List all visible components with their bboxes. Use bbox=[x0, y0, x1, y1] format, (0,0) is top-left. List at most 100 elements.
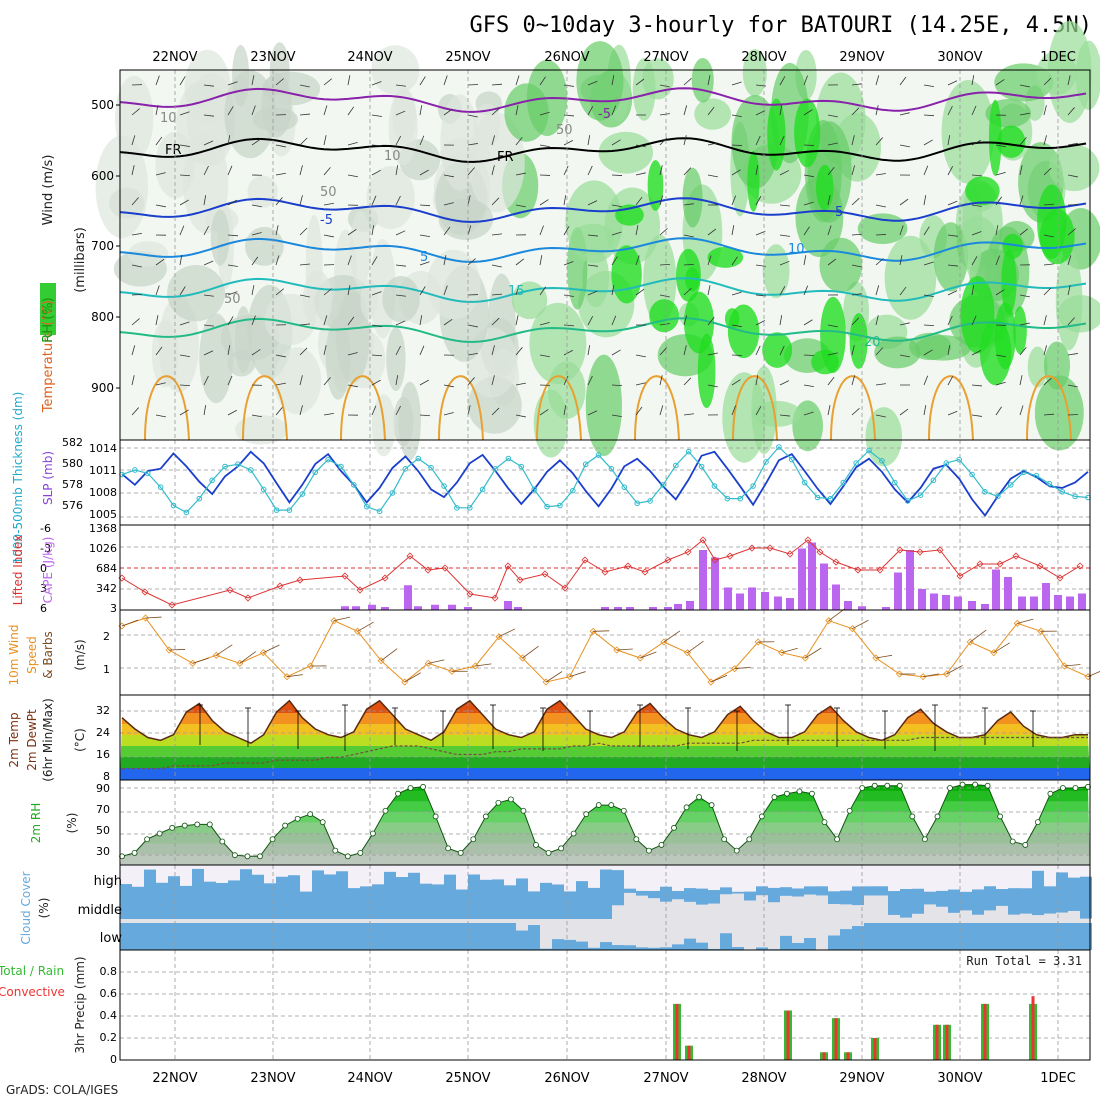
cape-bar bbox=[761, 592, 769, 610]
wind-speed-marker bbox=[895, 670, 904, 678]
temp-contour bbox=[119, 237, 1087, 263]
cloud-mid-bar bbox=[900, 892, 912, 918]
wind-barb bbox=[731, 225, 735, 236]
cloud-mid-bar bbox=[1008, 892, 1020, 915]
wind-barb bbox=[851, 83, 862, 86]
cloud-low-bar bbox=[540, 948, 552, 950]
wind-barb bbox=[707, 255, 712, 266]
rh-marker bbox=[1022, 842, 1029, 848]
cloud-low-bar bbox=[228, 923, 240, 950]
wind-barb bbox=[875, 347, 884, 356]
wind-barb bbox=[971, 414, 982, 417]
wind-barb bbox=[635, 172, 646, 176]
wind-barb bbox=[851, 107, 860, 116]
wind-speed-marker bbox=[1013, 619, 1021, 627]
wind-barb bbox=[923, 195, 927, 206]
wind-barb bbox=[395, 84, 406, 87]
cloud-low-bar bbox=[756, 947, 768, 950]
cloud-high-bar bbox=[288, 875, 300, 892]
wind-barb bbox=[707, 285, 711, 296]
wind-barb bbox=[659, 165, 663, 176]
cloud-mid-bar bbox=[876, 892, 888, 896]
wind-barb bbox=[323, 412, 334, 416]
wind-barb bbox=[299, 227, 308, 236]
contour-label: 10 bbox=[384, 149, 401, 164]
cloud-high-bar bbox=[492, 879, 504, 892]
cloud-label: Cloud Cover bbox=[19, 871, 33, 944]
cape-tick: 1026 bbox=[89, 542, 117, 555]
temp-contour-warm bbox=[242, 375, 288, 441]
thickness-marker bbox=[260, 486, 267, 493]
pressure-tick-label: 900 bbox=[91, 381, 114, 395]
thickness-marker bbox=[621, 484, 628, 490]
wind-barb bbox=[251, 349, 261, 356]
wind-barb bbox=[993, 642, 1010, 654]
cloud-low-bar bbox=[276, 923, 288, 950]
cloud-low-bar bbox=[900, 923, 912, 950]
wind-barb bbox=[443, 384, 454, 388]
wind-speed-marker bbox=[165, 646, 173, 654]
cape-bar bbox=[464, 607, 472, 610]
wind-barb bbox=[779, 380, 790, 386]
precip-tick: 0.4 bbox=[100, 1009, 118, 1022]
cloud-mid-bar bbox=[840, 892, 852, 905]
wind-barb bbox=[995, 381, 1006, 386]
cloud-low-bar bbox=[204, 923, 216, 950]
rh-ylabels: 2m RH (%) bbox=[29, 803, 79, 844]
wind-barb bbox=[395, 405, 401, 416]
rh-marker bbox=[545, 849, 552, 856]
rh-band bbox=[120, 811, 1090, 823]
wind-barb bbox=[683, 263, 695, 266]
wind-barb bbox=[687, 640, 704, 653]
rh-marker bbox=[307, 811, 314, 818]
cape-bar bbox=[431, 604, 439, 610]
wind-barb bbox=[827, 376, 835, 386]
li-marker bbox=[786, 550, 794, 558]
wind-barb bbox=[731, 324, 742, 328]
wind-barb bbox=[227, 106, 234, 116]
rh-marker bbox=[922, 836, 928, 843]
wind-barb bbox=[179, 384, 191, 387]
cloud-low-bar bbox=[960, 923, 972, 950]
cape-bar bbox=[774, 596, 782, 610]
thickness-marker bbox=[892, 479, 898, 486]
cloud-mid-bar bbox=[168, 892, 180, 919]
li-marker bbox=[561, 584, 569, 592]
precip-conv-bar bbox=[873, 1038, 877, 1060]
wind-barb bbox=[875, 315, 879, 326]
cloud-mid-bar bbox=[792, 892, 804, 897]
rh-band bbox=[120, 801, 1090, 813]
cloud-low-bar bbox=[300, 923, 312, 950]
wind-barb bbox=[395, 320, 406, 326]
cloud-low-bar bbox=[984, 923, 996, 950]
wind-barb bbox=[395, 195, 401, 206]
contour-label: 50 bbox=[224, 292, 241, 307]
wind10-unit: (m/s) bbox=[73, 639, 87, 670]
li-marker bbox=[766, 544, 774, 552]
cloud-mid-bar bbox=[648, 892, 660, 899]
wind-barb bbox=[1019, 112, 1030, 116]
cloud-mid-bar bbox=[732, 892, 744, 894]
rh-marker bbox=[232, 852, 238, 859]
li-marker bbox=[804, 536, 812, 544]
thickness-marker bbox=[144, 470, 151, 477]
cloud-high-bar bbox=[756, 886, 768, 892]
thickness-marker bbox=[853, 460, 859, 466]
cloud-mid-bar bbox=[948, 892, 960, 913]
cloud-high-bar bbox=[1068, 877, 1080, 892]
rh-marker bbox=[181, 822, 188, 829]
wind-barb bbox=[947, 264, 958, 267]
wind-barb bbox=[563, 114, 574, 117]
rh-shade bbox=[473, 103, 501, 147]
rh-shade bbox=[884, 235, 937, 320]
thickness-marker bbox=[505, 455, 512, 462]
wind-barb bbox=[203, 225, 209, 236]
cloud-low-bar bbox=[552, 939, 564, 950]
cloud-mid-bar bbox=[936, 892, 948, 907]
rh-shade-high bbox=[965, 176, 1000, 206]
cloud-low-bar bbox=[480, 923, 492, 950]
cloud-low-bar bbox=[876, 923, 888, 950]
wind-barb bbox=[1064, 664, 1081, 667]
thickness-marker bbox=[1059, 488, 1066, 495]
wind-barb bbox=[587, 345, 591, 356]
